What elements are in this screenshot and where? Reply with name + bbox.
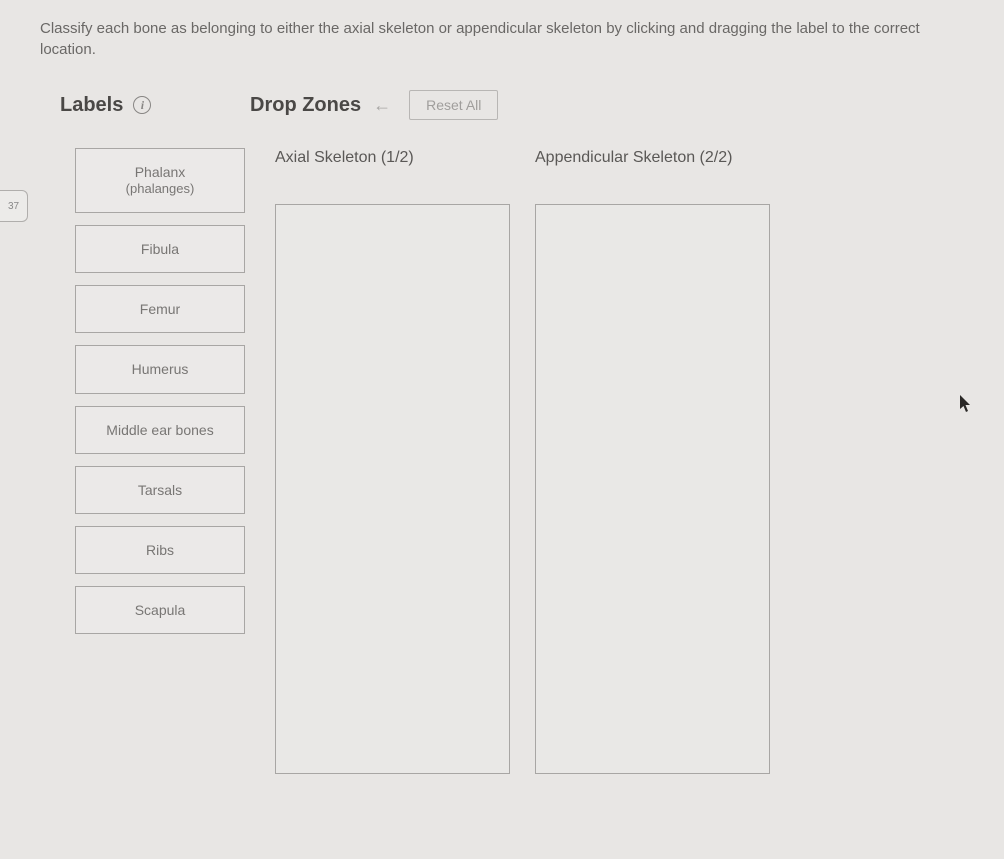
dropzone-appendicular-group: Appendicular Skeleton (2/2) [535, 148, 770, 774]
label-subtext: (phalanges) [126, 181, 195, 198]
dropzones-title: Drop Zones [250, 94, 361, 117]
label-text: Femur [140, 300, 180, 318]
label-phalanx[interactable]: Phalanx (phalanges) [75, 148, 245, 213]
label-humerus[interactable]: Humerus [75, 345, 245, 393]
label-text: Middle ear bones [106, 421, 213, 439]
main-area: Phalanx (phalanges) Fibula Femur Humerus… [30, 148, 974, 774]
reset-all-button[interactable]: Reset All [409, 90, 498, 120]
label-text: Fibula [141, 240, 179, 258]
label-fibula[interactable]: Fibula [75, 225, 245, 273]
label-tarsals[interactable]: Tarsals [75, 466, 245, 514]
label-scapula[interactable]: Scapula [75, 586, 245, 634]
dropzone-axial-title: Axial Skeleton (1/2) [275, 148, 510, 192]
side-tab[interactable]: 37 [0, 190, 28, 222]
label-ribs[interactable]: Ribs [75, 526, 245, 574]
dropzone-appendicular-title: Appendicular Skeleton (2/2) [535, 148, 770, 192]
arrow-left-icon: ← [373, 95, 391, 116]
label-femur[interactable]: Femur [75, 285, 245, 333]
main-container: Classify each bone as belonging to eithe… [0, 0, 1004, 774]
labels-header: Labels i [60, 94, 250, 117]
label-text: Scapula [135, 601, 186, 619]
side-tab-label: 37 [8, 201, 19, 212]
label-text: Tarsals [138, 481, 182, 499]
dropzones-column: Axial Skeleton (1/2) Appendicular Skelet… [275, 148, 974, 774]
labels-title: Labels [60, 94, 123, 117]
instruction-text: Classify each bone as belonging to eithe… [30, 18, 974, 60]
dropzone-appendicular[interactable] [535, 204, 770, 774]
label-text: Phalanx [135, 163, 186, 181]
info-icon[interactable]: i [133, 96, 151, 114]
dropzone-axial[interactable] [275, 204, 510, 774]
labels-column: Phalanx (phalanges) Fibula Femur Humerus… [75, 148, 245, 774]
header-row: Labels i Drop Zones ← Reset All [30, 90, 974, 120]
label-text: Ribs [146, 541, 174, 559]
dropzone-axial-group: Axial Skeleton (1/2) [275, 148, 510, 774]
label-middle-ear-bones[interactable]: Middle ear bones [75, 406, 245, 454]
label-text: Humerus [132, 360, 189, 378]
